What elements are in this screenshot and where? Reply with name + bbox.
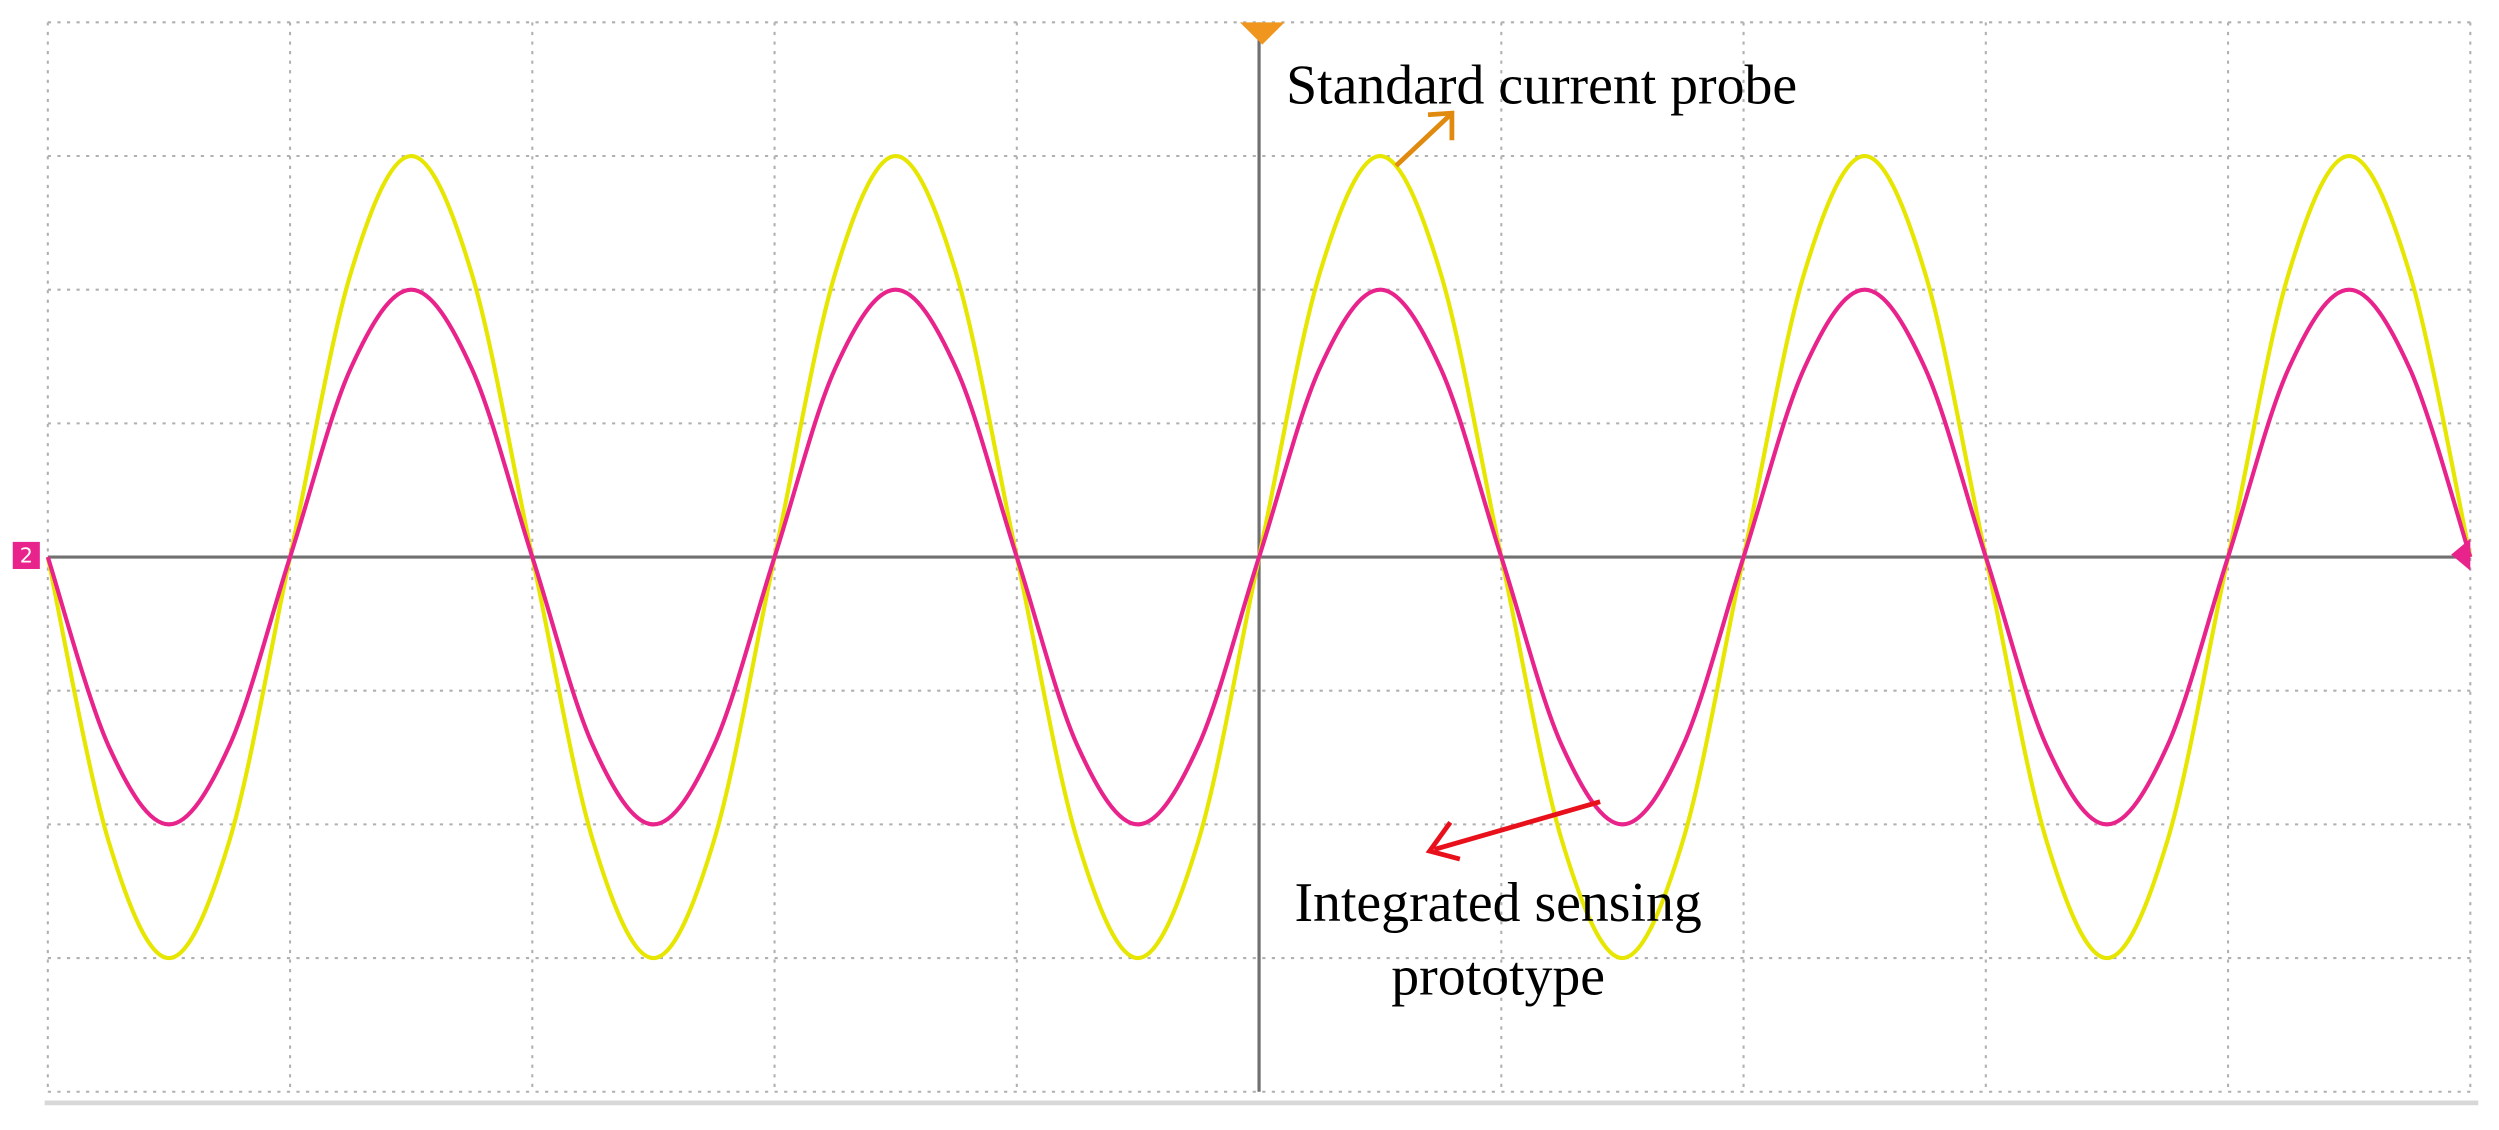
annotation: Standard current probe [1286,55,1797,117]
probe-arrow [1394,110,1455,168]
prototype-arrow [1425,799,1601,862]
trigger-marker [1239,22,1285,45]
trace [45,287,2473,827]
level-marker [2451,538,2471,571]
channel-label: 2 [20,544,33,568]
annotation: prototype [1391,946,1605,1008]
traces [45,153,2473,961]
channel-badge [12,541,40,569]
annotation: Integrated sensing [1294,872,1701,934]
